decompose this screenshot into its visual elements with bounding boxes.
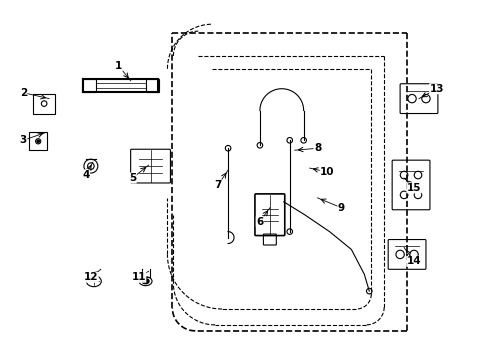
Text: 5: 5 <box>129 173 136 183</box>
Text: 8: 8 <box>313 143 321 153</box>
Text: 6: 6 <box>256 217 263 227</box>
Text: 7: 7 <box>214 180 222 190</box>
Text: 9: 9 <box>337 203 345 213</box>
Text: 2: 2 <box>20 88 27 98</box>
Text: 14: 14 <box>406 256 421 266</box>
Text: 3: 3 <box>20 135 27 145</box>
Text: 1: 1 <box>115 61 122 71</box>
Text: 4: 4 <box>82 170 89 180</box>
Ellipse shape <box>142 279 149 284</box>
Text: 13: 13 <box>429 84 443 94</box>
Bar <box>82 79 96 92</box>
Bar <box>145 79 159 92</box>
Text: 15: 15 <box>406 183 421 193</box>
Text: 10: 10 <box>320 167 334 177</box>
Circle shape <box>37 140 40 143</box>
Text: 12: 12 <box>83 272 98 282</box>
Text: 11: 11 <box>131 272 145 282</box>
